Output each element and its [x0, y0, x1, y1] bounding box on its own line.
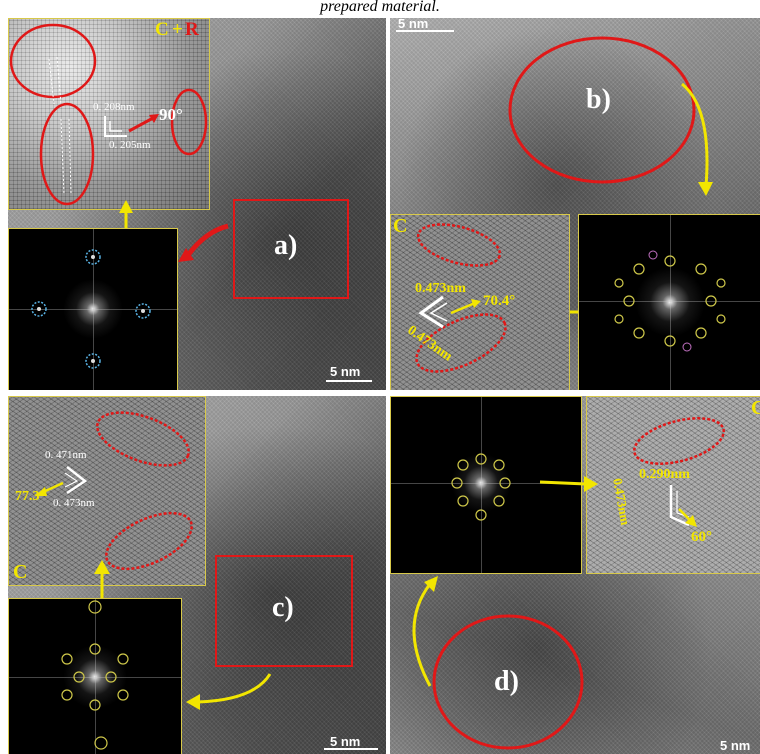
panel-d-annotations — [412, 476, 598, 750]
panel-c-angle: 77.3° — [15, 489, 46, 504]
panel-a-arrows — [119, 199, 349, 299]
panel-d-fft-inset — [390, 396, 582, 574]
panel-a-letter: a) — [274, 230, 298, 261]
panel-a: C + R 0. 208nm 0. 205nm 90° a) 5 nm — [8, 18, 386, 390]
panel-b-inset-tag: C — [393, 215, 408, 237]
panel-b-angle: 70.4° — [483, 293, 516, 309]
panel-d-scale-label: 5 nm — [720, 738, 751, 753]
panel-b-fft-inset — [578, 214, 760, 390]
panel-c-lattice-inset: 0. 471nm 77.3° 0. 473nm C — [8, 396, 206, 586]
panel-b-fft-spots — [614, 250, 726, 352]
panel-c-letter: c) — [272, 592, 294, 623]
panel-a-scale-bar — [326, 380, 372, 382]
panel-c-fft-inset — [8, 598, 182, 754]
panel-d-angle: 60° — [691, 529, 712, 545]
panel-a-angle: 90° — [159, 105, 183, 124]
panel-a-d2: 0. 205nm — [109, 139, 151, 151]
panel-d-d1: 0.290nm — [639, 467, 690, 482]
panel-a-filtered-inset: C + R 0. 208nm 0. 205nm 90° — [8, 18, 210, 210]
figure-caption: prepared material. — [320, 0, 440, 15]
panel-a-fft-inset — [8, 228, 178, 390]
panel-d-fft-spots — [451, 453, 511, 521]
panel-d-lattice-inset: C 0.290nm 0.473nm 60° — [586, 396, 760, 574]
panel-c-scale-label: 5 nm — [330, 734, 361, 749]
panel-b-scale-bar — [396, 30, 454, 32]
panel-d-letter: d) — [494, 666, 519, 697]
panel-c-scale-bar — [324, 748, 378, 750]
panel-c-fft-spots — [61, 600, 129, 750]
panel-b-d1: 0.473nm — [415, 281, 466, 296]
panel-d-inset-annotations — [633, 417, 725, 527]
panel-a-scale-label: 5 nm — [330, 364, 361, 379]
panel-a-inset-annotations — [9, 23, 208, 206]
panel-b-letter: b) — [586, 84, 611, 115]
panel-d-inset-tag: C — [751, 397, 760, 420]
panel-a-inset-tag-plus: + — [172, 19, 183, 40]
panel-a-inset-tag-r: R — [185, 19, 199, 40]
panel-a-d1: 0. 208nm — [93, 101, 135, 113]
panel-c-d1: 0. 471nm — [45, 449, 87, 461]
panel-c-arrows — [94, 555, 353, 710]
panel-b-inset-annotations — [415, 223, 507, 373]
panel-a-fft-spots — [31, 249, 151, 369]
panel-c-d2: 0. 473nm — [53, 497, 95, 509]
panel-b: 5 nm b) C 0.473nm 70.4° 0.473nm — [390, 18, 760, 390]
panel-d: C 0.290nm 0.473nm 60° d) 5 nm — [390, 396, 760, 754]
panel-c: 0. 471nm 77.3° 0. 473nm C c) 5 nm — [8, 396, 386, 754]
panel-b-scale-label: 5 nm — [398, 18, 429, 31]
panel-a-inset-tag-c: C — [155, 19, 169, 40]
panel-b-lattice-inset: C 0.473nm 70.4° 0.473nm — [390, 214, 570, 390]
panel-c-inset-annotations — [35, 411, 193, 571]
panel-c-inset-tag: C — [13, 561, 28, 583]
